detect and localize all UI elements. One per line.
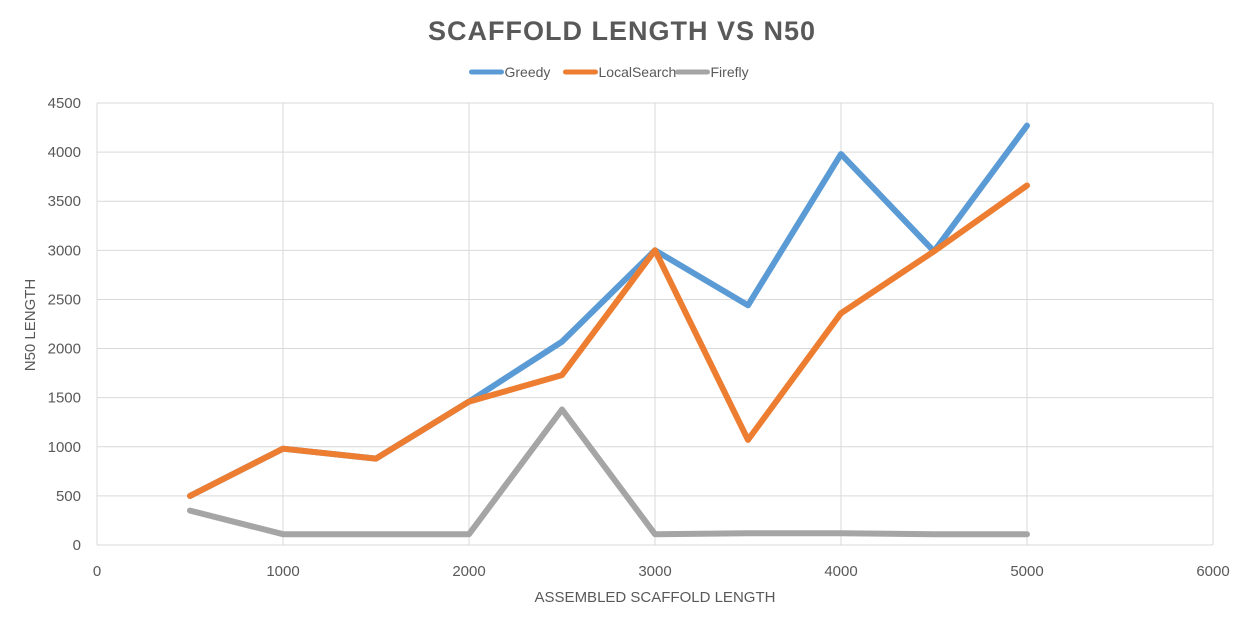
gridlines <box>96 102 1214 546</box>
x-tick-label: 4000 <box>824 563 857 580</box>
legend-entry-localsearch: LocalSearch <box>563 64 677 80</box>
y-tick-label: 500 <box>56 488 81 505</box>
x-tick-label: 1000 <box>266 563 299 580</box>
legend-entry-firefly: Firefly <box>675 64 749 80</box>
x-axis-title: ASSEMBLED SCAFFOLD LENGTH <box>535 589 776 606</box>
y-tick-label: 3000 <box>48 242 81 259</box>
y-axis-title: N50 LENGTH <box>22 279 39 372</box>
y-tick-label: 3500 <box>48 193 81 210</box>
y-tick-label: 2500 <box>48 291 81 308</box>
y-tick-label: 4500 <box>48 95 81 112</box>
y-tick-label: 1500 <box>48 390 81 407</box>
x-tick-label: 6000 <box>1196 563 1229 580</box>
x-axis-ticks: 0 1000 2000 3000 4000 5000 6000 <box>93 563 1230 580</box>
x-tick-label: 3000 <box>638 563 671 580</box>
x-tick-label: 0 <box>93 563 101 580</box>
x-tick-label: 5000 <box>1010 563 1043 580</box>
legend-label: Greedy <box>505 64 551 80</box>
series-line-localsearch <box>187 182 1030 499</box>
y-tick-label: 4000 <box>48 144 81 161</box>
y-tick-label: 0 <box>73 537 81 554</box>
x-tick-label: 2000 <box>452 563 485 580</box>
legend: Greedy LocalSearch Firefly <box>469 64 749 80</box>
legend-label: LocalSearch <box>599 64 677 80</box>
legend-label: Firefly <box>711 64 749 80</box>
y-axis-ticks: 0 500 1000 1500 2000 2500 3000 3500 4000 4500 <box>48 95 81 554</box>
y-tick-label: 2000 <box>48 341 81 358</box>
y-tick-label: 1000 <box>48 439 81 456</box>
chart-title: SCAFFOLD LENGTH VS N50 <box>428 16 816 46</box>
series-lines <box>187 122 1030 538</box>
legend-entry-greedy: Greedy <box>469 64 551 80</box>
series-line-firefly <box>187 406 1030 538</box>
